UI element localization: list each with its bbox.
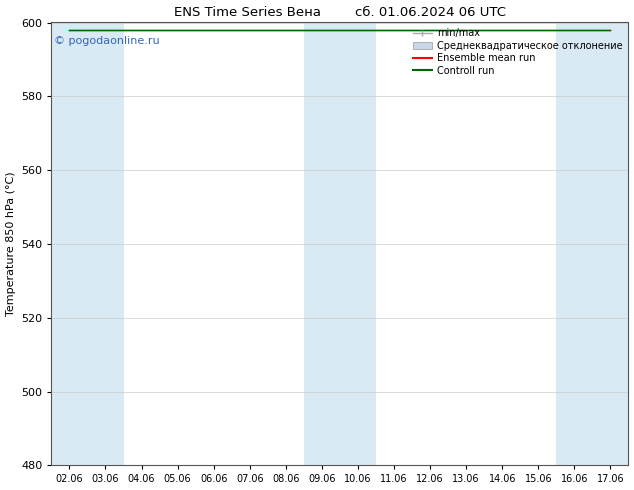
Bar: [556, 23, 628, 466]
Y-axis label: Temperature 850 hPa (°C): Temperature 850 hPa (°C): [6, 172, 16, 316]
Legend: min/max, Среднеквадратическое отклонение, Ensemble mean run, Controll run: min/max, Среднеквадратическое отклонение…: [409, 24, 626, 79]
Text: © pogodaonline.ru: © pogodaonline.ru: [55, 36, 160, 46]
Bar: [51, 23, 124, 466]
Title: ENS Time Series Вена        сб. 01.06.2024 06 UTC: ENS Time Series Вена сб. 01.06.2024 06 U…: [174, 5, 506, 19]
Bar: [304, 23, 376, 466]
